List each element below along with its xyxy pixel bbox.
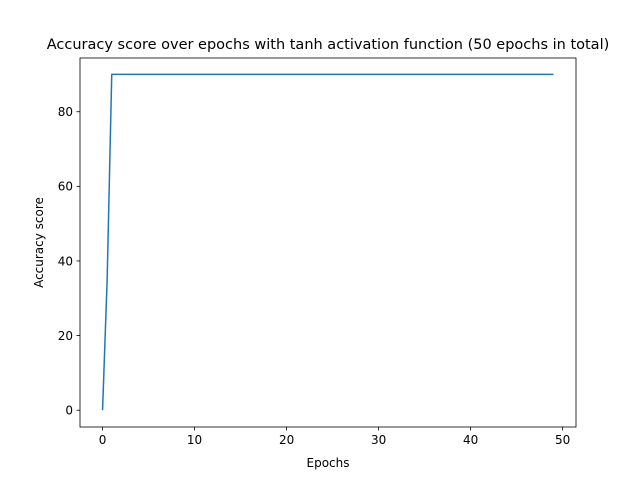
ticks-layer: 0 10 20 30 40 50 0 20 40 60 80 [58,105,571,447]
x-tick-label: 0 [99,433,107,447]
series-line-0 [101,73,554,411]
x-tick-label: 50 [555,433,570,447]
axes-layer [79,57,577,428]
x-tick-label: 10 [187,433,202,447]
x-tick-label: 20 [279,433,294,447]
y-tick-label: 20 [58,329,73,343]
y-tick-label: 60 [58,180,73,194]
y-tick-label: 80 [58,105,73,119]
x-tick-label: 30 [371,433,386,447]
x-axis-label: Epochs [307,456,350,470]
y-tick-label: 0 [65,404,73,418]
y-axis-label: Accuracy score [32,197,46,288]
plot-area [80,58,576,427]
series-layer [101,73,554,411]
x-tick-label: 40 [463,433,478,447]
plot-frame [79,57,577,428]
chart-title: Accuracy score over epochs with tanh act… [47,37,610,53]
y-tick-label: 40 [58,254,73,268]
